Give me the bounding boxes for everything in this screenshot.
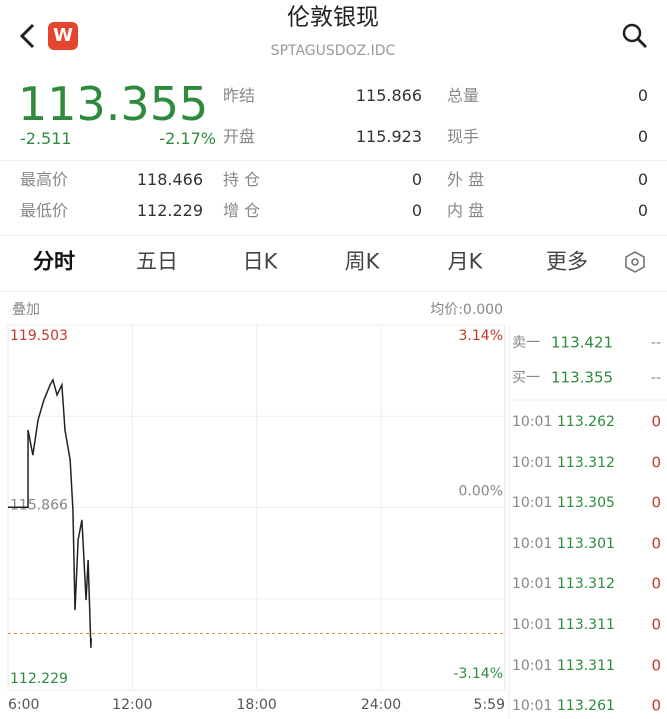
trade-price: 113.301 [557,535,615,552]
trade-price: 113.262 [557,414,615,430]
trade-time: 10:01 [512,495,553,512]
x-tick-label: 6:00 [8,697,39,713]
tab[interactable]: 周K [344,249,380,274]
stat-value: 0 [411,201,422,220]
y-tick-label: 112.229 [10,671,68,687]
title: 伦敦银现 [287,4,379,31]
stat-label: 现手 [447,127,480,146]
order-price: 113.355 [551,368,614,387]
stat-label: 增 仓 [223,201,261,220]
order-price: 113.421 [551,333,614,352]
y2-tick-label: 3.14% [459,328,503,344]
settings-button[interactable] [623,250,647,274]
stat-label: 外 盘 [447,170,485,189]
subtitle: SPTAGUSDOZ.IDC [270,43,396,59]
divider [0,160,667,161]
stat-label: 最高价 [20,170,69,189]
x-tick-label: 5:59 [474,697,505,713]
tab[interactable]: 分时 [33,249,75,274]
divider [0,291,667,292]
trade-price: 113.305 [557,495,615,512]
trade-volume: 0 [651,453,661,472]
trade-price: 113.261 [557,698,615,715]
trade-volume: 0 [651,534,661,553]
trade-time: 10:01 [512,617,553,633]
trade-volume: 0 [651,493,661,512]
stat-value: 115.923 [355,127,422,146]
divider [0,235,667,236]
tab[interactable]: 五日 [136,249,178,274]
y-tick-label: 119.503 [10,328,68,344]
search-button[interactable] [621,22,649,50]
stat-value: 0 [637,170,648,189]
trade-time: 10:01 [512,698,553,715]
tab[interactable]: 月K [447,249,483,274]
change-pct: -2.17% [159,129,216,148]
trade-time: 10:01 [512,657,553,674]
stat-label: 开盘 [223,127,256,146]
trade-price: 113.311 [557,617,615,633]
trade-volume: 0 [651,696,661,715]
stat-value: 112.229 [136,201,203,220]
stat-value: 0 [637,201,648,220]
stat-label: 最低价 [20,201,69,220]
tab[interactable]: 日K [242,249,278,274]
change: -2.511 [20,129,72,148]
y-tick-label: 115.866 [10,498,68,514]
trade-price: 113.312 [557,576,615,593]
stat-value: 0 [637,127,648,146]
stat-value: 0 [411,170,422,189]
stat-value: 118.466 [136,170,203,189]
logo: W [48,22,78,50]
trade-time: 10:01 [512,414,553,430]
trade-price: 113.311 [557,657,615,674]
x-tick-label: 12:00 [112,697,152,713]
back-button[interactable] [18,22,38,50]
trade-volume: 0 [651,656,661,675]
order-volume: -- [650,335,661,351]
stat-label: 昨结 [223,86,256,105]
order-label: 卖一 [512,335,540,351]
y2-tick-label: -3.14% [453,666,503,682]
trade-time: 10:01 [512,576,553,593]
stat-label: 持 仓 [223,170,261,189]
price: 113.355 [18,77,209,131]
order-volume: -- [650,370,661,386]
order-label: 买一 [512,370,540,386]
trade-volume: 0 [651,412,661,431]
overlay-button[interactable]: 叠加 [12,302,40,318]
trade-time: 10:01 [512,535,553,552]
stat-value: 115.866 [355,86,422,105]
tab[interactable]: 更多 [546,249,588,274]
stat-label: 内 盘 [447,201,485,220]
trade-time: 10:01 [512,454,553,471]
stat-value: 0 [637,86,648,105]
y2-tick-label: 0.00% [459,484,503,500]
price-line [8,377,92,648]
stat-label: 总量 [447,86,480,105]
trade-price: 113.312 [557,454,615,471]
x-tick-label: 24:00 [361,697,401,713]
trade-volume: 0 [651,615,661,634]
trade-volume: 0 [651,574,661,593]
average-price: 均价:0.000 [430,302,503,318]
x-tick-label: 18:00 [236,697,276,713]
